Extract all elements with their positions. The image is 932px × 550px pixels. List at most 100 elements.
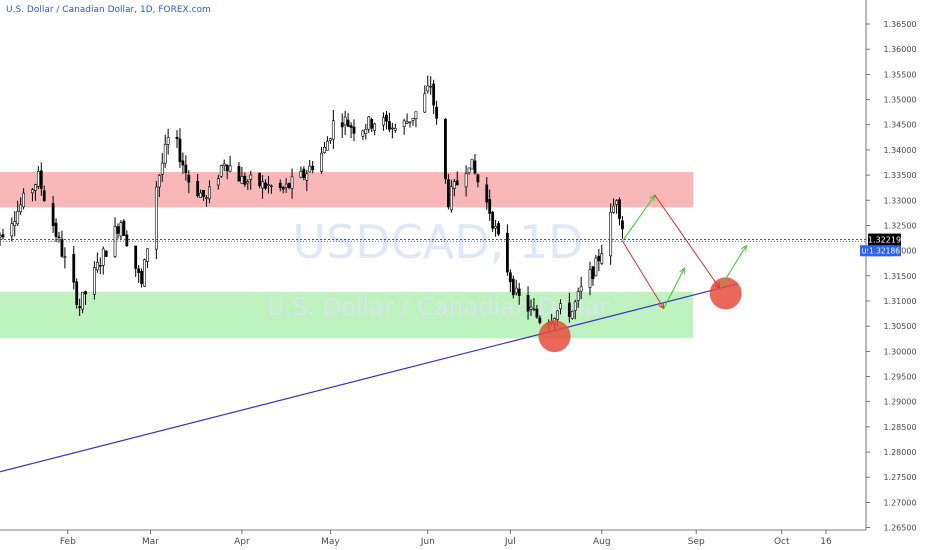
candle-body [485, 184, 489, 203]
candle-body [305, 173, 309, 181]
candle-body [455, 180, 459, 185]
x-tick-label: Mar [142, 537, 159, 547]
candle-body [243, 175, 247, 185]
candle-body [529, 306, 533, 310]
candle-body [16, 210, 20, 225]
candle-body [1, 234, 5, 238]
candle-body [290, 176, 294, 189]
x-tick-label: Aug [593, 537, 611, 547]
candle-body [302, 168, 306, 178]
candle-body [446, 179, 450, 208]
candle-body [31, 189, 34, 194]
candle-body [559, 303, 562, 310]
candle-body [573, 301, 577, 311]
candle-body [449, 186, 453, 211]
candle-body [10, 223, 14, 237]
candle-body [51, 203, 55, 227]
last-price-value: 1.32219 [868, 236, 901, 245]
watermark-symbol: USDCAD, 1D [292, 215, 583, 269]
candle-body [491, 211, 495, 229]
candle-body [84, 291, 87, 295]
y-tick-label: 1.29000 [883, 398, 916, 407]
x-tick-label: Jun [420, 537, 435, 547]
x-tick-label: Jul [504, 537, 516, 547]
projection-arrow-down [654, 194, 721, 289]
y-tick-label: 1.31500 [883, 272, 916, 281]
candle-body [261, 181, 264, 189]
candle-body [467, 167, 471, 173]
candle-body [160, 162, 164, 175]
arrow-head-up [741, 244, 747, 252]
candle-body [361, 130, 365, 137]
y-tick-label: 1.35500 [883, 70, 916, 79]
y-tick-label: 1.34000 [883, 146, 916, 155]
candle-body [435, 106, 439, 119]
y-tick-label: 1.29500 [883, 373, 916, 382]
candle-body [594, 257, 598, 277]
candle-body [556, 310, 559, 320]
y-tick-label: 1.33000 [883, 196, 916, 205]
candle-body [591, 266, 595, 280]
y-tick-label: 1.31000 [883, 297, 916, 306]
candle-body [615, 200, 618, 205]
y-tick-label: 1.32500 [883, 221, 916, 230]
candle-body [33, 184, 37, 191]
candle-body [600, 253, 604, 264]
candle-body [240, 176, 244, 184]
y-tick-label: 1.30000 [883, 347, 916, 356]
candle-body [476, 174, 480, 183]
candle-body [269, 185, 273, 188]
candle-body [405, 121, 409, 124]
candle-body [125, 234, 129, 247]
x-tick-label: Apr [234, 537, 250, 547]
candle-body [163, 144, 167, 164]
x-tick-label: Oct [774, 537, 790, 547]
candle-body [184, 164, 188, 173]
y-tick-label: 1.34500 [883, 121, 916, 130]
candle-body [588, 269, 592, 288]
candle-body [219, 165, 223, 177]
candle-body [444, 118, 447, 180]
candle-body [370, 119, 374, 129]
candle-body [576, 291, 580, 301]
candle-body [237, 166, 241, 182]
candle-body [328, 138, 332, 141]
candle-body [621, 220, 624, 230]
y-tick-label: 1.36500 [883, 20, 916, 29]
candle-body [39, 170, 43, 189]
candle-body [311, 165, 315, 171]
candle-body [95, 262, 99, 271]
candle-body [320, 152, 323, 172]
candle-body [505, 232, 509, 273]
candle-body [249, 174, 253, 180]
candle-body [579, 286, 583, 292]
candle-body [199, 192, 203, 198]
candle-body [470, 158, 474, 170]
candle-body [517, 288, 521, 296]
candle-body [364, 129, 368, 134]
candle-body [57, 236, 61, 238]
symbol-tag-price: 1.32186 [869, 247, 900, 256]
candle-body [367, 116, 371, 130]
candle-body [146, 248, 149, 262]
candle-body [570, 311, 574, 319]
candle-body [494, 226, 498, 229]
x-tick-label: 16 [820, 537, 832, 547]
candle-body [216, 178, 220, 186]
candle-body [299, 171, 303, 178]
chart-title: U.S. Dollar / Canadian Dollar, 1D, FOREX… [6, 5, 211, 15]
candle-body [612, 205, 616, 213]
highlight-circle [709, 277, 742, 310]
candle-body [287, 183, 291, 189]
candles-layer [0, 75, 624, 331]
candle-body [497, 223, 500, 235]
candle-body [349, 125, 353, 128]
candle-body [609, 212, 613, 257]
candle-body [402, 120, 406, 127]
candle-body [22, 192, 26, 208]
candle-body [535, 308, 539, 318]
candle-body [346, 119, 350, 127]
